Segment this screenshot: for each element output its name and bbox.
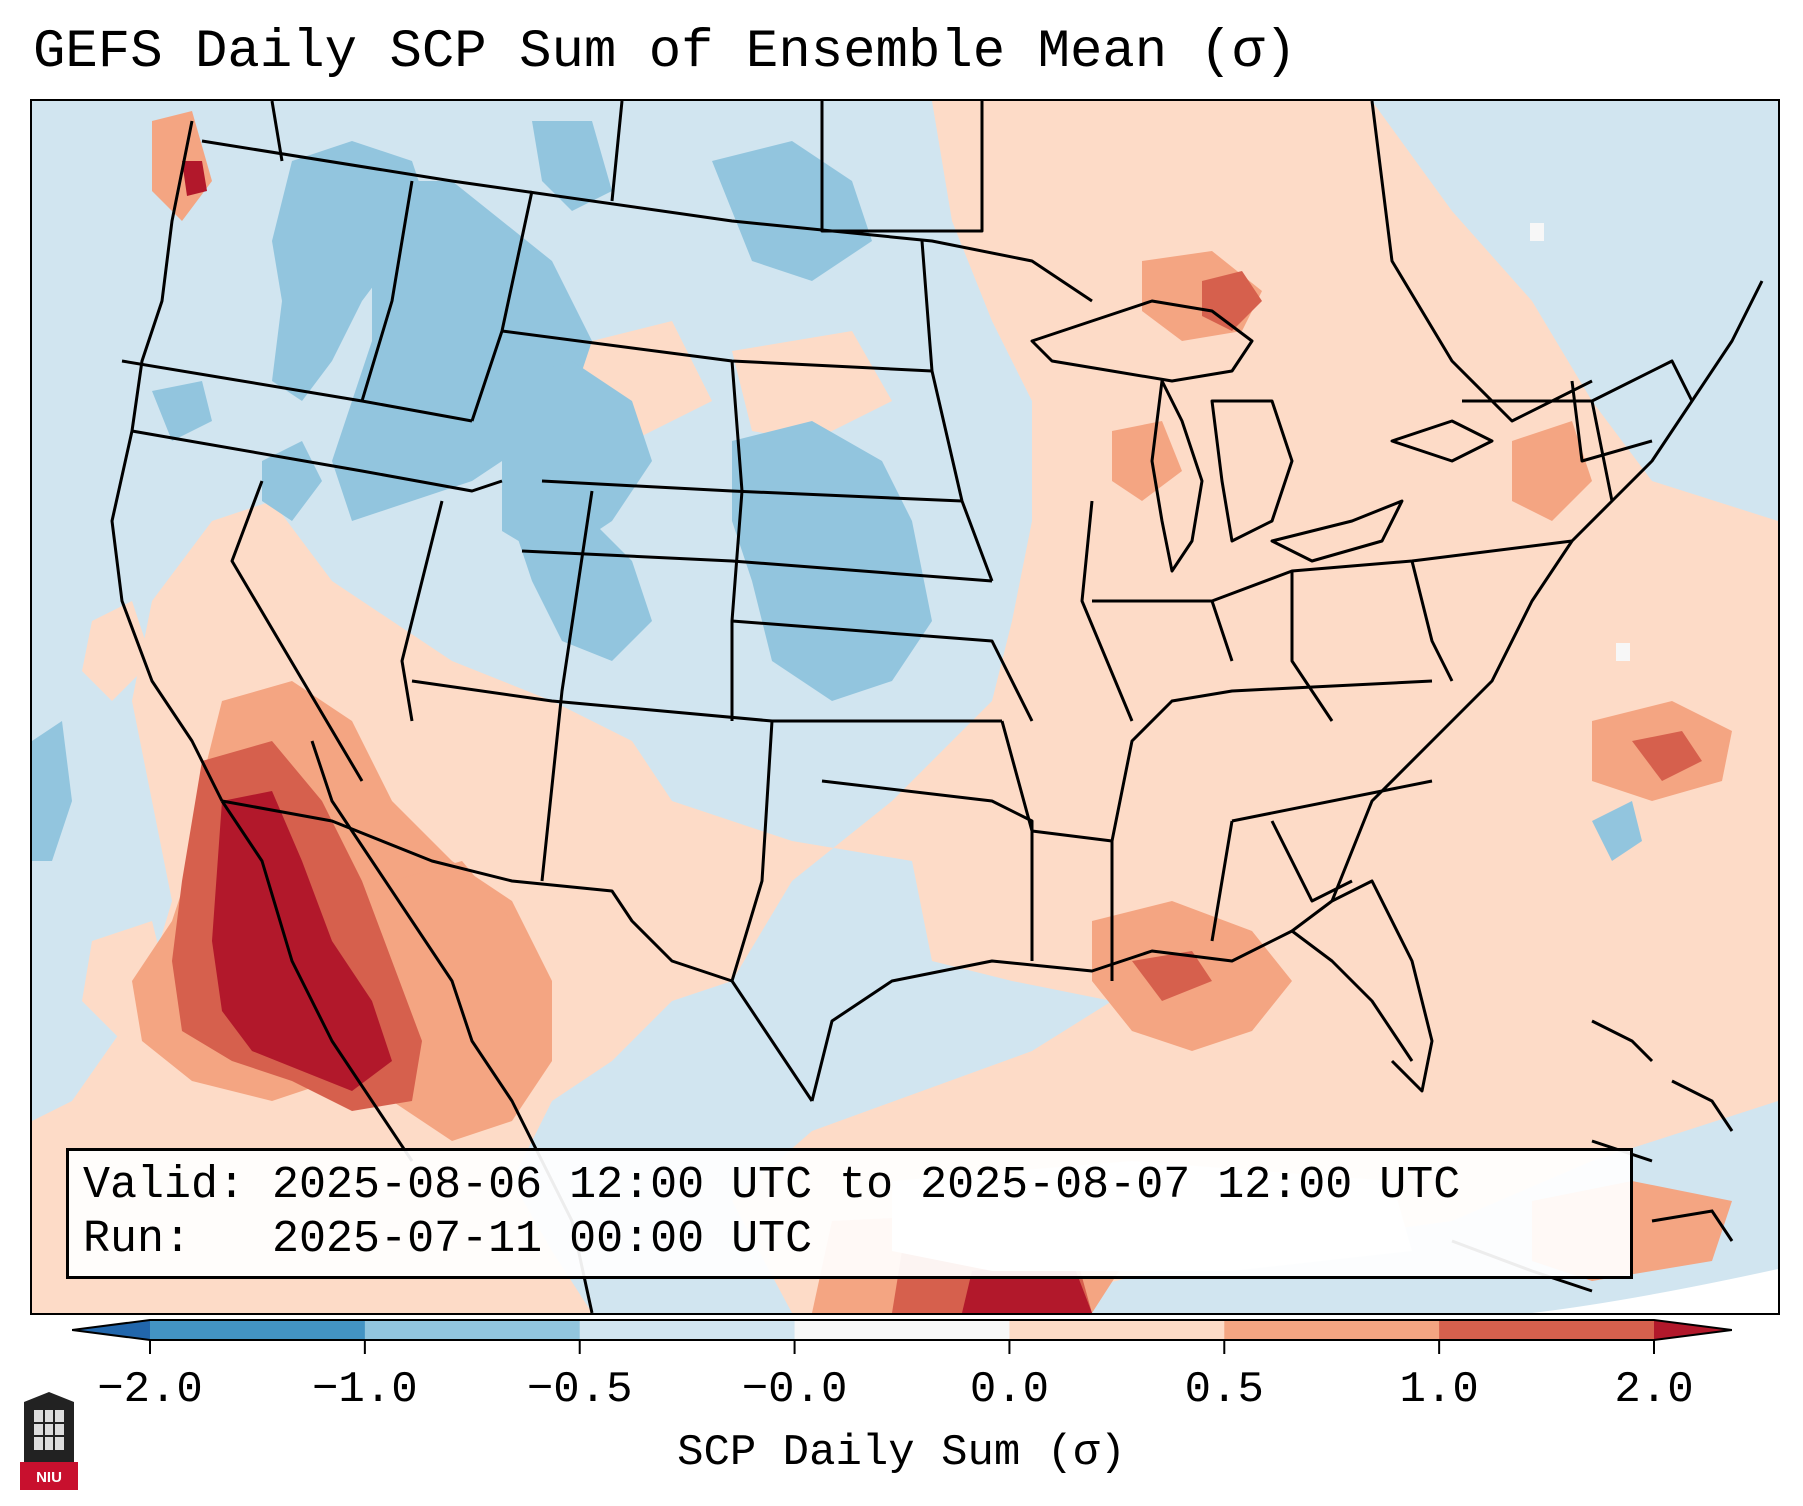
colorbar-segment	[1224, 1320, 1440, 1340]
colorbar-tick-label: −0.5	[526, 1365, 633, 1415]
colorbar-segment	[150, 1320, 366, 1340]
colorbar-segment	[1009, 1320, 1225, 1340]
colorbar-segment	[579, 1320, 796, 1340]
info-box: Valid: 2025-08-06 12:00 UTC to 2025-08-0…	[66, 1148, 1633, 1279]
colorbar-segment	[1439, 1320, 1655, 1340]
colorbar-tick-label: 2.0	[1614, 1365, 1694, 1415]
colorbar-tick-label: 1.0	[1399, 1365, 1479, 1415]
run-line: Run: 2025-07-11 00:00 UTC	[83, 1213, 1616, 1267]
run-value: 2025-07-11 00:00 UTC	[272, 1214, 813, 1265]
colorbar-segment	[794, 1320, 1010, 1340]
niu-logo: NIU	[20, 1390, 78, 1490]
outside-domain-right	[1532, 1269, 1778, 1313]
niu-logo-graphic	[20, 1392, 78, 1490]
colorbar-label: SCP Daily Sum (σ)	[677, 1428, 1126, 1478]
manitoba-border	[820, 101, 984, 233]
scp-map	[32, 101, 1778, 1313]
valid-label: Valid:	[83, 1160, 246, 1211]
valid-line: Valid: 2025-08-06 12:00 UTC to 2025-08-0…	[83, 1159, 1616, 1213]
colorbar-segment	[364, 1320, 581, 1340]
colorbar-tick-label: −1.0	[312, 1365, 418, 1415]
colorbar-tick-label: 0.0	[969, 1365, 1050, 1415]
colorbar-segments	[150, 1320, 1655, 1340]
colorbar-tick-label: −0.0	[741, 1365, 848, 1415]
colorbar-ticks	[149, 1340, 1655, 1354]
logo-text: NIU	[36, 1469, 62, 1486]
run-label: Run:	[83, 1214, 192, 1265]
chart-title: GEFS Daily SCP Sum of Ensemble Mean (σ)	[33, 22, 1297, 83]
colorbar	[72, 1319, 1732, 1354]
valid-value: 2025-08-06 12:00 UTC to 2025-08-07 12:00…	[272, 1160, 1461, 1211]
colorbar-tick-label: 0.5	[1184, 1365, 1264, 1415]
colorbar-outline	[72, 1319, 1732, 1341]
colorbar-under-arrow	[72, 1320, 150, 1340]
colorbar-tick-label: −2.0	[97, 1365, 203, 1415]
map-panel	[30, 99, 1780, 1315]
boundaries	[110, 101, 1764, 1313]
colorbar-over-arrow	[1654, 1320, 1732, 1340]
